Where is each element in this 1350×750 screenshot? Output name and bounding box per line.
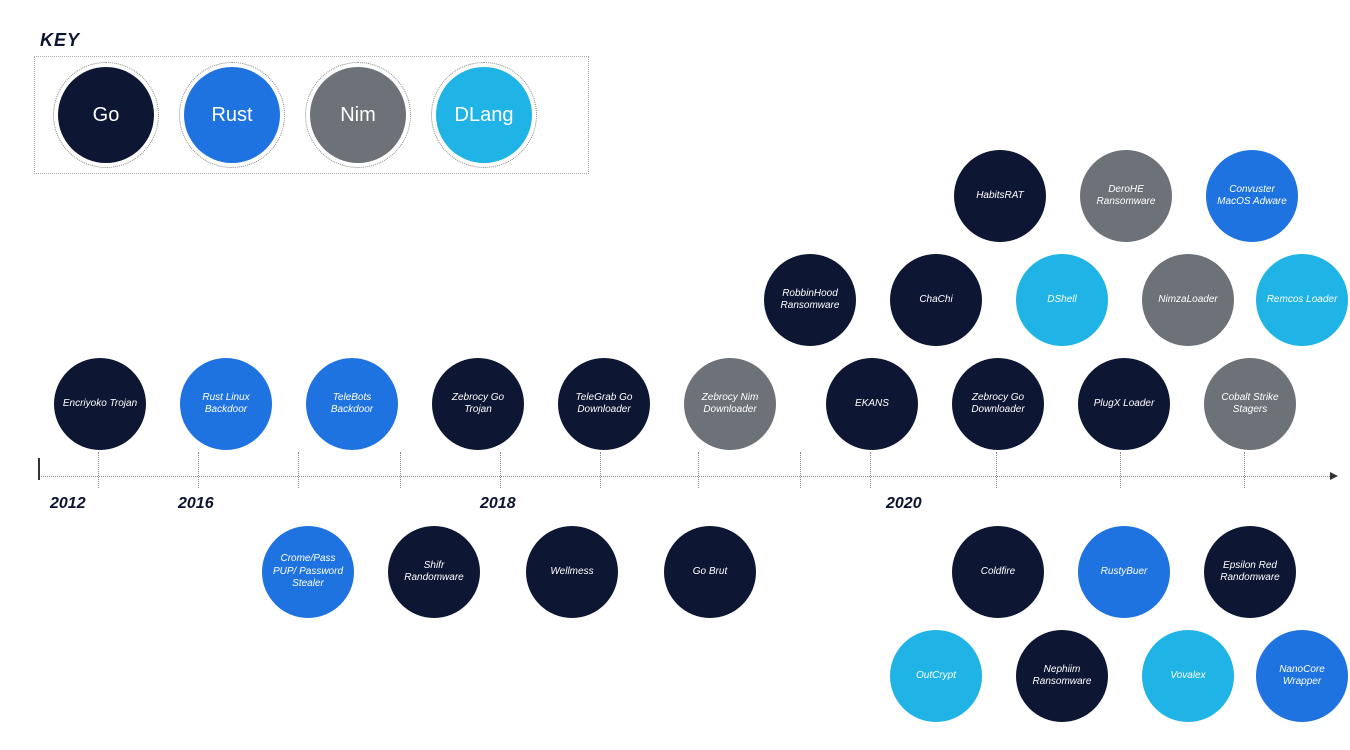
malware-bubble: DeroHE Ransomware	[1080, 150, 1172, 242]
malware-bubble: Go Brut	[664, 526, 756, 618]
axis-tick	[698, 452, 699, 488]
axis-tick	[198, 452, 199, 488]
axis-tick	[996, 452, 997, 488]
axis-arrow-icon	[1330, 472, 1338, 480]
axis-tick	[800, 452, 801, 488]
legend-item: Go	[53, 62, 159, 168]
axis-tick	[98, 452, 99, 488]
malware-bubble: Epsilon Red Randomware	[1204, 526, 1296, 618]
malware-bubble: ChaChi	[890, 254, 982, 346]
malware-bubble: Zebrocy Nim Downloader	[684, 358, 776, 450]
timeline-axis	[38, 476, 1330, 477]
malware-bubble: RobbinHood Ransomware	[764, 254, 856, 346]
key-legend: Go Rust Nim DLang	[34, 56, 589, 174]
malware-bubble: Encriyoko Trojan	[54, 358, 146, 450]
malware-bubble: TeleGrab Go Downloader	[558, 358, 650, 450]
malware-bubble: Convuster MacOS Adware	[1206, 150, 1298, 242]
axis-start-marker	[38, 458, 40, 480]
malware-bubble: Shifr Randomware	[388, 526, 480, 618]
malware-bubble: Wellmess	[526, 526, 618, 618]
legend-circle: Rust	[184, 67, 280, 163]
axis-tick	[500, 452, 501, 488]
malware-bubble: Rust Linux Backdoor	[180, 358, 272, 450]
legend-circle: DLang	[436, 67, 532, 163]
malware-bubble: Vovalex	[1142, 630, 1234, 722]
axis-tick	[400, 452, 401, 488]
axis-tick	[1244, 452, 1245, 488]
malware-bubble: PlugX Loader	[1078, 358, 1170, 450]
malware-bubble: NimzaLoader	[1142, 254, 1234, 346]
malware-bubble: OutCrypt	[890, 630, 982, 722]
malware-bubble: DShell	[1016, 254, 1108, 346]
axis-tick	[600, 452, 601, 488]
year-label: 2020	[886, 495, 922, 513]
malware-bubble: Remcos Loader	[1256, 254, 1348, 346]
malware-bubble: Cobalt Strike Stagers	[1204, 358, 1296, 450]
malware-bubble: Zebrocy Go Downloader	[952, 358, 1044, 450]
malware-bubble: RustyBuer	[1078, 526, 1170, 618]
year-label: 2018	[480, 495, 516, 513]
malware-bubble: Crome/Pass PUP/ Password Stealer	[262, 526, 354, 618]
malware-bubble: HabitsRAT	[954, 150, 1046, 242]
axis-tick	[298, 452, 299, 488]
year-label: 2016	[178, 495, 214, 513]
legend-circle: Nim	[310, 67, 406, 163]
malware-bubble: Nephiim Ransomware	[1016, 630, 1108, 722]
axis-tick	[870, 452, 871, 488]
legend-circle: Go	[58, 67, 154, 163]
key-title: KEY	[40, 30, 80, 51]
year-label: 2012	[50, 495, 86, 513]
malware-bubble: EKANS	[826, 358, 918, 450]
axis-tick	[1120, 452, 1121, 488]
malware-bubble: TeleBots Backdoor	[306, 358, 398, 450]
malware-bubble: NanoCore Wrapper	[1256, 630, 1348, 722]
legend-item: Nim	[305, 62, 411, 168]
legend-item: DLang	[431, 62, 537, 168]
malware-bubble: Zebrocy Go Trojan	[432, 358, 524, 450]
malware-bubble: Coldfire	[952, 526, 1044, 618]
legend-item: Rust	[179, 62, 285, 168]
